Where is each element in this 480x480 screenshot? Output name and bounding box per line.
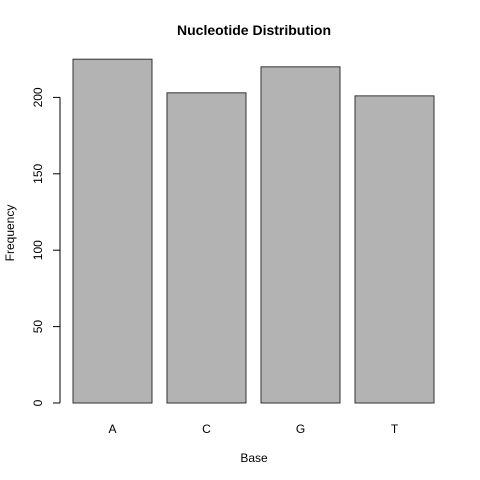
y-axis-label: Frequency [3,205,17,262]
bar-c [166,92,247,404]
bar-a [72,58,153,404]
y-tick-label-100: 100 [31,240,45,260]
chart-title: Nucleotide Distribution [177,22,331,38]
y-tick-label-0: 0 [31,399,45,406]
x-tick-label-a: A [108,422,116,436]
x-tick-label-g: G [296,422,305,436]
y-tick-label-200: 200 [31,87,45,107]
x-tick-label-t: T [391,422,399,436]
bar-g [260,66,341,404]
x-axis-label: Base [240,451,268,465]
y-tick-label-150: 150 [31,163,45,183]
bar-t [354,95,435,404]
y-axis: 0 50 100 150 200 [31,87,61,406]
x-tick-label-c: C [202,422,211,436]
y-tick-label-50: 50 [31,320,45,334]
bars-group [72,58,435,404]
